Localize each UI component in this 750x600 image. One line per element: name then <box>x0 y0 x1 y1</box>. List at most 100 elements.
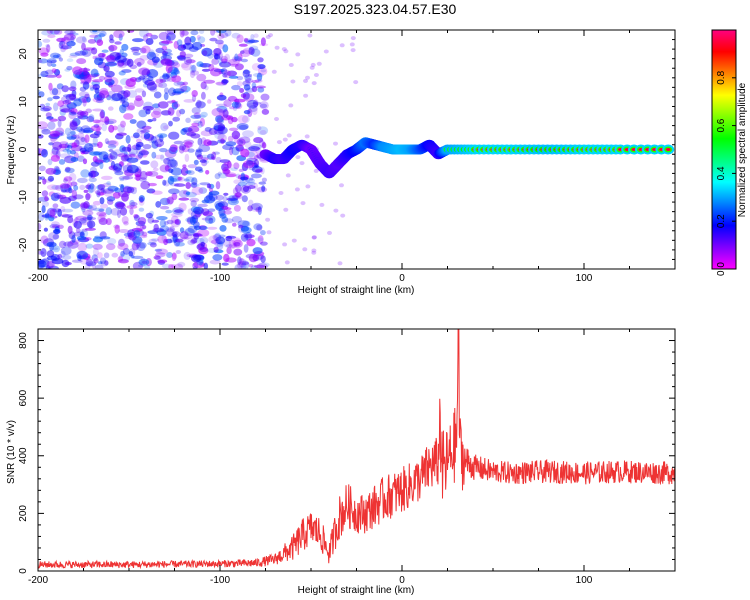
noise-blob <box>248 253 258 263</box>
noise-blob <box>244 140 252 149</box>
noise-blob <box>350 48 356 53</box>
noise-blob <box>97 252 103 259</box>
noise-blob <box>257 67 268 76</box>
noise-blob <box>64 68 71 72</box>
noise-blob <box>159 79 167 83</box>
noise-blob <box>254 264 266 269</box>
noise-blob <box>50 52 61 59</box>
noise-blob <box>185 182 191 189</box>
noise-blob <box>237 181 247 187</box>
snr-x-tick-label: -100 <box>210 575 230 586</box>
noise-blob <box>266 230 272 235</box>
noise-blob <box>183 178 190 182</box>
noise-blob <box>90 125 102 132</box>
noise-blob <box>143 34 149 42</box>
noise-blob <box>310 62 316 67</box>
noise-blob <box>171 212 183 218</box>
noise-blob <box>168 168 174 174</box>
noise-blob <box>43 227 49 232</box>
noise-blob <box>159 148 168 153</box>
noise-blob <box>209 259 221 265</box>
noise-blob <box>231 116 238 123</box>
noise-blob <box>79 202 88 210</box>
noise-blob <box>171 252 177 261</box>
noise-blob <box>91 260 96 269</box>
noise-blob <box>85 258 93 267</box>
noise-blob <box>247 161 257 165</box>
noise-blob <box>183 251 191 260</box>
noise-blob <box>160 205 170 210</box>
noise-blob <box>207 208 216 212</box>
noise-blob <box>96 126 101 135</box>
noise-blob <box>47 97 53 102</box>
noise-blob <box>52 141 62 151</box>
noise-blob <box>106 196 116 202</box>
noise-blob <box>209 37 218 42</box>
spectrogram-y-ticks: -20 -10 0 10 20 <box>18 29 675 270</box>
noise-blob <box>222 195 228 203</box>
noise-blob <box>94 57 104 66</box>
noise-blob <box>233 179 241 184</box>
noise-blob <box>217 33 225 40</box>
noise-blob <box>180 62 189 69</box>
noise-blob <box>236 81 243 87</box>
noise-blob <box>38 47 49 55</box>
noise-blob <box>101 175 113 180</box>
noise-blob <box>135 220 146 227</box>
noise-blob <box>257 125 262 131</box>
noise-blob <box>214 173 221 180</box>
noise-blob <box>156 143 162 148</box>
noise-blob <box>121 146 131 152</box>
noise-blob <box>49 87 62 96</box>
noise-blob <box>176 39 183 47</box>
noise-blob <box>250 173 262 179</box>
noise-blob <box>274 45 280 50</box>
noise-blob <box>186 191 191 196</box>
noise-blob <box>107 144 117 149</box>
noise-blob <box>38 176 42 182</box>
noise-blob <box>64 30 76 35</box>
noise-blob <box>208 63 215 72</box>
noise-blob <box>225 235 233 242</box>
noise-blob <box>97 184 106 190</box>
noise-blob <box>197 36 206 44</box>
noise-blob <box>53 30 63 35</box>
noise-blob <box>126 162 132 167</box>
noise-blob <box>44 178 53 183</box>
noise-blob <box>207 226 218 230</box>
noise-blob <box>154 248 163 252</box>
noise-blob <box>63 176 73 182</box>
noise-blob <box>268 33 273 38</box>
noise-blob <box>200 130 213 137</box>
noise-blob <box>147 216 155 224</box>
noise-blob <box>49 242 54 252</box>
spectrogram-marks <box>38 30 675 269</box>
noise-blob <box>137 76 145 81</box>
noise-blob <box>231 146 240 156</box>
noise-blob <box>123 221 129 226</box>
noise-blob <box>68 110 77 120</box>
noise-blob <box>175 238 184 243</box>
noise-blob <box>238 43 248 47</box>
noise-blob <box>164 52 174 57</box>
noise-blob <box>177 261 186 268</box>
noise-blob <box>222 166 230 175</box>
noise-blob <box>242 69 251 75</box>
noise-blob <box>176 176 186 182</box>
noise-blob <box>261 185 266 192</box>
noise-blob <box>238 258 247 268</box>
noise-blob <box>106 243 116 251</box>
noise-blob <box>233 204 241 212</box>
noise-blob <box>38 250 45 255</box>
noise-blob <box>208 187 214 192</box>
noise-blob <box>176 109 182 117</box>
noise-blob <box>168 146 178 155</box>
noise-blob <box>38 165 46 172</box>
noise-blob <box>70 201 81 209</box>
noise-blob <box>82 98 87 107</box>
noise-blob <box>38 176 42 180</box>
noise-blob <box>215 181 221 190</box>
noise-blob <box>157 259 168 264</box>
noise-blob <box>193 120 203 124</box>
noise-blob <box>126 164 139 174</box>
